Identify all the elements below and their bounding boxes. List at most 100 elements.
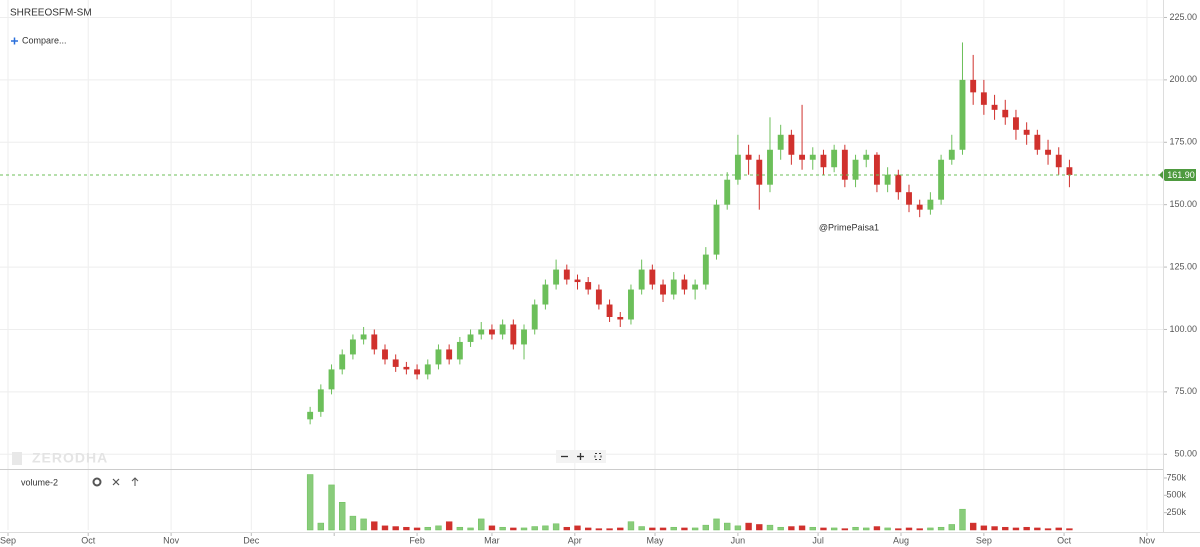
volume-bar — [702, 524, 710, 531]
volume-bar — [745, 522, 752, 531]
volume-bar — [873, 526, 881, 531]
x-tick-label: Mar — [484, 535, 500, 545]
volume-label: volume-2 — [21, 477, 58, 487]
compare-button[interactable]: Compare... — [11, 35, 67, 45]
volume-bar — [478, 518, 485, 531]
candle-body — [970, 79, 977, 93]
candle-body — [339, 354, 346, 370]
volume-settings[interactable] — [92, 477, 102, 487]
volume-bar — [1055, 527, 1062, 531]
volume-bar — [969, 522, 977, 531]
candle-body — [531, 304, 538, 330]
watermark-logo — [12, 452, 22, 465]
fullscreen[interactable] — [594, 453, 602, 460]
x-tick-label: Feb — [409, 535, 425, 545]
volume-bar — [841, 528, 849, 531]
volume-tick-label: 250k — [1166, 507, 1186, 517]
candle-body — [991, 104, 998, 110]
candle-body — [809, 154, 816, 160]
candle-body — [553, 269, 560, 285]
candle-body — [467, 334, 474, 342]
volume-move-up[interactable] — [131, 477, 139, 486]
candle-body — [510, 324, 517, 345]
candle-body — [873, 154, 880, 185]
candle-body — [606, 304, 613, 317]
candle-body — [424, 364, 431, 375]
candle-body — [1002, 109, 1009, 118]
volume-bar — [617, 527, 624, 531]
zoom-in[interactable] — [577, 453, 584, 460]
volume-bar — [713, 518, 720, 531]
volume-bar — [905, 527, 913, 531]
volume-bar — [531, 526, 538, 531]
volume-bar — [895, 528, 902, 531]
candle-body — [542, 284, 549, 305]
candle-body — [435, 349, 442, 365]
candle-body — [349, 339, 356, 355]
volume-bar — [1023, 526, 1030, 531]
candle-body — [478, 329, 485, 335]
volume-bar — [1012, 527, 1020, 531]
candle-body — [1045, 149, 1051, 155]
candle-body — [521, 329, 527, 345]
x-tick-label: Sep — [976, 535, 992, 545]
candle-body — [574, 279, 581, 283]
candle-body — [916, 204, 923, 210]
volume-bar — [788, 526, 795, 531]
candle-body — [980, 92, 987, 105]
volume-bar — [830, 527, 838, 531]
y-tick-label: 50.00 — [1174, 449, 1197, 459]
y-tick-label: 200.00 — [1169, 74, 1197, 84]
volume-bar — [927, 527, 934, 531]
volume-bar — [424, 526, 431, 531]
candle-body — [488, 329, 495, 335]
volume-bar — [948, 524, 955, 531]
volume-bar — [777, 526, 784, 531]
volume-tick-label: 500k — [1166, 490, 1186, 500]
x-tick-label: Jun — [731, 535, 746, 545]
volume-bar — [371, 521, 378, 531]
x-tick-label: May — [647, 535, 665, 545]
volume-bar — [510, 527, 517, 531]
volume-bar — [413, 527, 421, 531]
x-tick-label: Oct — [1057, 535, 1072, 545]
candle-body — [831, 149, 838, 168]
candle-body — [745, 154, 752, 160]
volume-bar — [852, 526, 859, 531]
volume-bar — [595, 528, 603, 531]
volume-bar — [798, 525, 806, 531]
candle-body — [777, 134, 784, 150]
candle-body — [617, 316, 624, 320]
y-tick-label: 125.00 — [1169, 261, 1197, 271]
volume-bar — [328, 484, 335, 531]
volume-bar — [339, 502, 346, 531]
last-price-label: 161.90 — [1167, 170, 1195, 180]
volume-bar — [574, 525, 581, 531]
candle-body — [959, 79, 966, 150]
volume-close[interactable] — [112, 478, 120, 486]
volume-bar — [552, 523, 560, 531]
zoom-controls — [556, 450, 606, 463]
volume-bar — [435, 525, 442, 531]
candle-body — [1023, 129, 1030, 135]
volume-bar — [1002, 526, 1009, 531]
x-tick-label: Oct — [81, 535, 96, 545]
compare-label[interactable]: Compare... — [22, 35, 67, 45]
volume-bar — [563, 526, 570, 531]
candle-body — [724, 179, 731, 205]
volume-bar — [659, 527, 667, 531]
volume-bar — [724, 522, 731, 531]
candle-body — [692, 284, 699, 290]
y-tick-label: 150.00 — [1169, 199, 1197, 209]
candle-body — [414, 369, 421, 375]
volume-bar — [306, 474, 314, 531]
volume-bar — [991, 526, 998, 531]
candle-body — [649, 269, 656, 285]
volume-bar — [360, 518, 367, 531]
candle-body — [948, 149, 955, 160]
volume-bar — [649, 527, 656, 531]
x-tick-label: Apr — [568, 535, 582, 545]
candle-body — [585, 282, 592, 290]
volume-bar — [488, 525, 496, 531]
